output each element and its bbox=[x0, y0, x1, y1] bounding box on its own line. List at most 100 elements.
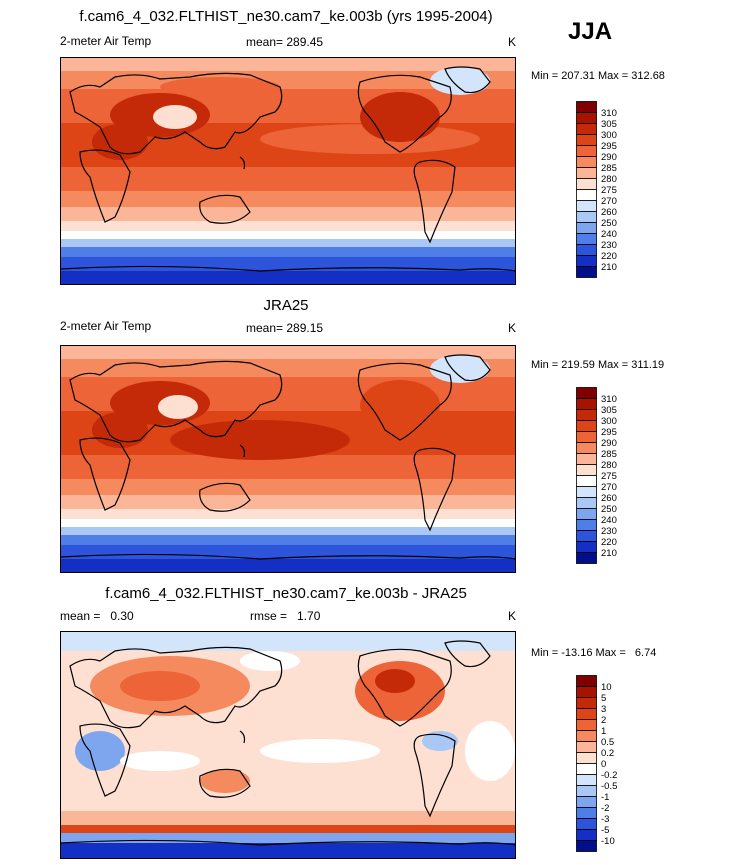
panel1-colorbar-labels: 3103053002952902852802752702602502402302… bbox=[601, 108, 617, 273]
colorbar-box bbox=[576, 255, 597, 267]
colorbar-box bbox=[576, 675, 597, 687]
colorbar-box bbox=[576, 708, 597, 720]
colorbar-box bbox=[576, 785, 597, 797]
colorbar-label: 275 bbox=[601, 471, 617, 482]
colorbar-box bbox=[576, 145, 597, 157]
panel1-units: K bbox=[508, 35, 517, 49]
colorbar-label: -0.2 bbox=[601, 770, 617, 781]
colorbar-box bbox=[576, 497, 597, 509]
colorbar-label: 280 bbox=[601, 174, 617, 185]
colorbar-box bbox=[576, 233, 597, 245]
colorbar-box bbox=[576, 123, 597, 135]
panel2-units: K bbox=[508, 321, 517, 335]
panel2-mean: mean= 289.15 bbox=[246, 321, 324, 335]
colorbar-box bbox=[576, 398, 597, 410]
colorbar-label: 10 bbox=[601, 682, 612, 693]
colorbar-box bbox=[576, 807, 597, 819]
colorbar-box bbox=[576, 730, 597, 742]
panel1-colorbar: 3103053002952902852802752702602502402302… bbox=[576, 101, 617, 278]
panel1-frame bbox=[60, 57, 516, 285]
colorbar-label: 290 bbox=[601, 152, 617, 163]
colorbar-box bbox=[576, 475, 597, 487]
colorbar-label: 210 bbox=[601, 262, 617, 273]
colorbar-label: 250 bbox=[601, 504, 617, 515]
colorbar-label: 290 bbox=[601, 438, 617, 449]
colorbar-label: -1 bbox=[601, 792, 609, 803]
panel1-mean: mean= 289.45 bbox=[246, 35, 324, 49]
colorbar-label: 5 bbox=[601, 693, 606, 704]
colorbar-box bbox=[576, 829, 597, 841]
panel1-variable: 2-meter Air Temp bbox=[60, 34, 152, 48]
panel3-units: K bbox=[508, 609, 517, 623]
panel2-minmax: Min = 219.59 Max = 311.19 bbox=[531, 359, 665, 371]
colorbar-box bbox=[576, 442, 597, 454]
colorbar-box bbox=[576, 200, 597, 212]
colorbar-label: -3 bbox=[601, 814, 609, 825]
panel3-map bbox=[60, 631, 516, 859]
colorbar-label: 300 bbox=[601, 130, 617, 141]
colorbar-label: 2 bbox=[601, 715, 606, 726]
colorbar-label: 3 bbox=[601, 704, 606, 715]
panel2-variable: 2-meter Air Temp bbox=[60, 319, 152, 333]
colorbar-box bbox=[576, 101, 597, 113]
colorbar-label: 295 bbox=[601, 427, 617, 438]
colorbar-box bbox=[576, 552, 597, 564]
colorbar-box bbox=[576, 387, 597, 399]
panel3-minmax: Min = -13.16 Max = 6.74 bbox=[531, 647, 657, 659]
colorbar-box bbox=[576, 244, 597, 256]
panel1-map bbox=[60, 57, 516, 285]
colorbar-label: 210 bbox=[601, 548, 617, 559]
colorbar-label: -2 bbox=[601, 803, 609, 814]
colorbar-box bbox=[576, 167, 597, 179]
panel2-frame bbox=[60, 345, 516, 573]
colorbar-label: 300 bbox=[601, 416, 617, 427]
colorbar-box bbox=[576, 222, 597, 234]
colorbar-box bbox=[576, 112, 597, 124]
colorbar-box bbox=[576, 420, 597, 432]
colorbar-box bbox=[576, 818, 597, 830]
colorbar-label: 260 bbox=[601, 493, 617, 504]
colorbar-box bbox=[576, 431, 597, 443]
panel1-field bbox=[60, 57, 516, 285]
colorbar-box bbox=[576, 156, 597, 168]
season-label: JJA bbox=[568, 18, 613, 45]
colorbar-box bbox=[576, 752, 597, 764]
colorbar-label: 260 bbox=[601, 207, 617, 218]
colorbar-label: 0.2 bbox=[601, 748, 614, 759]
panel3-coastlines bbox=[60, 640, 516, 846]
colorbar-label: 285 bbox=[601, 449, 617, 460]
colorbar-label: 275 bbox=[601, 185, 617, 196]
colorbar-box bbox=[576, 211, 597, 223]
colorbar-label: 240 bbox=[601, 515, 617, 526]
colorbar-box bbox=[576, 541, 597, 553]
panel3-mean: mean = 0.30 bbox=[60, 609, 134, 623]
colorbar-label: 280 bbox=[601, 460, 617, 471]
colorbar-label: -0.5 bbox=[601, 781, 617, 792]
colorbar-label: 285 bbox=[601, 163, 617, 174]
colorbar-label: 0.5 bbox=[601, 737, 614, 748]
panel2-colorbar-labels: 3103053002952902852802752702602502402302… bbox=[601, 394, 617, 559]
colorbar-box bbox=[576, 519, 597, 531]
colorbar-label: 310 bbox=[601, 108, 617, 119]
colorbar-label: 220 bbox=[601, 251, 617, 262]
colorbar-box bbox=[576, 464, 597, 476]
panel3-colorbar-boxes bbox=[576, 675, 597, 852]
colorbar-box bbox=[576, 697, 597, 709]
panel1-minmax: Min = 207.31 Max = 312.68 bbox=[531, 70, 665, 82]
colorbar-label: 240 bbox=[601, 229, 617, 240]
colorbar-box bbox=[576, 508, 597, 520]
colorbar-label: 310 bbox=[601, 394, 617, 405]
panel2-colorbar-boxes bbox=[576, 387, 597, 564]
panel2-colorbar: 3103053002952902852802752702602502402302… bbox=[576, 387, 617, 564]
colorbar-label: -10 bbox=[601, 836, 615, 847]
colorbar-box bbox=[576, 266, 597, 278]
colorbar-label: 250 bbox=[601, 218, 617, 229]
colorbar-box bbox=[576, 530, 597, 542]
colorbar-box bbox=[576, 741, 597, 753]
colorbar-box bbox=[576, 774, 597, 786]
colorbar-label: 230 bbox=[601, 526, 617, 537]
panel2-title: JRA25 bbox=[263, 297, 309, 314]
panel3-rmse: rmse = 1.70 bbox=[250, 609, 321, 623]
colorbar-box bbox=[576, 719, 597, 731]
